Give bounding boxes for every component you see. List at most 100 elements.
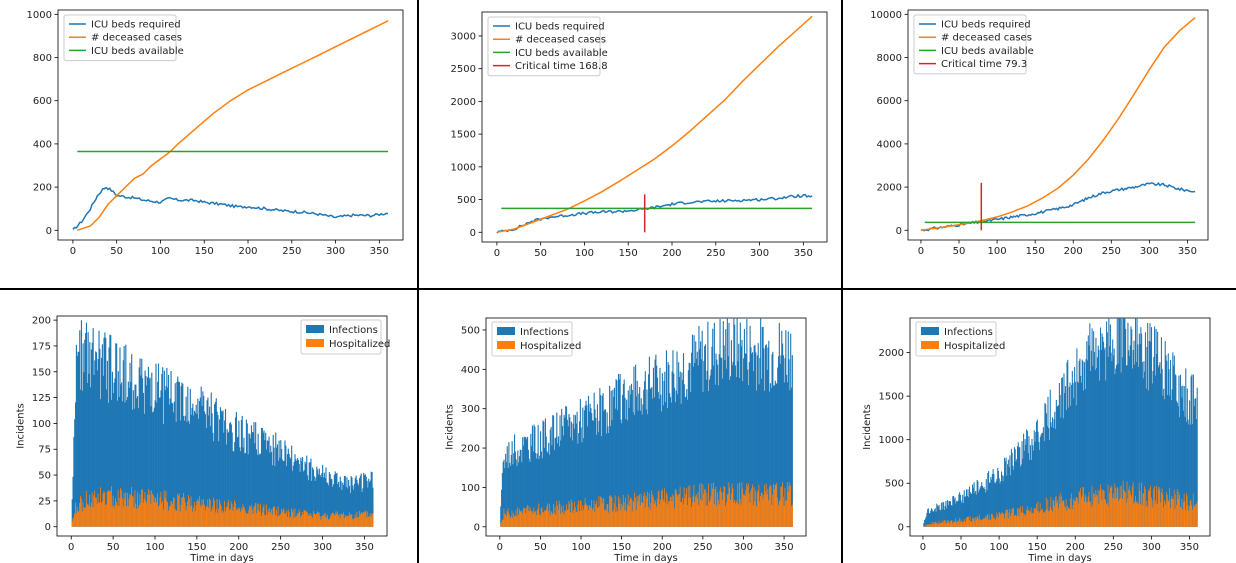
bar-hospitalized <box>1104 499 1106 527</box>
bar-hospitalized <box>1015 514 1017 527</box>
bar-hospitalized <box>85 491 88 527</box>
bar-infections <box>1007 459 1009 527</box>
bar-infections <box>994 482 996 527</box>
bar-infections <box>1080 375 1082 527</box>
bar-infections <box>327 485 330 527</box>
bar-infections <box>777 356 780 527</box>
bar-infections <box>514 451 516 527</box>
bar-infections <box>309 462 311 527</box>
bar-infections <box>635 396 637 527</box>
bar-infections <box>294 454 296 527</box>
bar-infections <box>82 343 84 527</box>
bar-hospitalized <box>1182 501 1185 527</box>
bar-infections <box>578 421 581 527</box>
bar-infections <box>314 480 316 527</box>
bar-infections <box>717 364 719 527</box>
bar-infections <box>704 344 706 527</box>
bar-infections <box>669 393 671 527</box>
bar-hospitalized <box>348 515 350 527</box>
bar-infections <box>281 448 283 527</box>
bar-hospitalized <box>98 502 100 527</box>
bar-hospitalized <box>282 509 284 527</box>
bar-infections <box>1093 331 1095 527</box>
bar-infections <box>307 480 309 527</box>
bar-infections <box>637 410 639 527</box>
bar-infections <box>965 489 968 527</box>
bar-infections <box>509 462 511 527</box>
bar-hospitalized <box>368 515 371 527</box>
bar-infections <box>705 379 707 527</box>
bar-hospitalized <box>272 507 274 527</box>
bar-infections <box>1085 358 1087 527</box>
legend-label: Hospitalized <box>329 339 390 350</box>
bar-infections <box>96 370 98 527</box>
bar-infections <box>615 379 617 527</box>
bar-infections <box>284 440 286 527</box>
bar-infections <box>650 388 652 527</box>
bar-hospitalized <box>1163 507 1165 527</box>
bar-hospitalized <box>588 505 590 527</box>
bar-hospitalized <box>106 504 108 527</box>
legend-label: # deceased cases <box>515 35 606 46</box>
bar-infections <box>1141 333 1143 527</box>
x-tick-label: 300 <box>1140 246 1159 257</box>
bar-infections <box>651 387 653 527</box>
bar-hospitalized <box>653 504 655 527</box>
bar-hospitalized <box>719 490 721 527</box>
bar-infections <box>962 502 964 527</box>
bar-hospitalized <box>1057 500 1059 527</box>
bar-infections <box>1074 366 1076 527</box>
bar-hospitalized <box>986 515 988 527</box>
bar-hospitalized <box>664 488 666 527</box>
x-tick-label: 50 <box>110 246 123 257</box>
bar-infections <box>1053 419 1055 527</box>
bar-hospitalized <box>946 519 948 527</box>
bar-infections <box>722 321 724 527</box>
bar-infections <box>176 381 178 527</box>
bar-infections <box>1040 434 1042 527</box>
bar-infections <box>1067 359 1069 527</box>
bar-hospitalized <box>302 514 304 527</box>
bar-hospitalized <box>614 495 616 527</box>
bar-hospitalized <box>702 484 704 527</box>
y-tick-label: 0 <box>45 522 51 533</box>
bar-hospitalized <box>553 512 555 527</box>
bar-hospitalized <box>316 513 318 527</box>
bar-hospitalized <box>1036 503 1038 527</box>
bar-infections <box>768 340 770 527</box>
bar-hospitalized <box>294 508 296 527</box>
bar-infections <box>153 407 155 527</box>
x-tick-label: 200 <box>1066 542 1085 553</box>
bar-infections <box>121 382 123 527</box>
bar-hospitalized <box>716 505 718 527</box>
bar-infections <box>933 509 936 527</box>
legend-swatch <box>497 341 515 349</box>
bar-hospitalized <box>1064 507 1067 527</box>
legend-label: # deceased cases <box>941 33 1032 44</box>
bar-hospitalized <box>1001 511 1003 527</box>
bar-infections <box>568 413 570 527</box>
bar-infections <box>756 390 758 527</box>
bar-hospitalized <box>665 502 667 527</box>
bar-infections <box>1083 362 1086 527</box>
bar-infections <box>1144 332 1146 527</box>
bar-hospitalized <box>671 501 673 527</box>
y-tick-label: 75 <box>38 445 51 456</box>
bar-infections <box>223 432 225 527</box>
bar-hospitalized <box>318 512 320 527</box>
bar-infections <box>735 377 737 527</box>
bar-infections <box>593 392 595 527</box>
bar-infections <box>1056 406 1058 527</box>
bar-hospitalized <box>104 492 106 527</box>
bar-hospitalized <box>727 494 729 527</box>
bar-hospitalized <box>113 507 115 527</box>
bar-hospitalized <box>171 501 173 527</box>
bar-hospitalized <box>962 522 964 527</box>
bar-infections <box>1146 346 1148 527</box>
bar-infections <box>84 339 86 527</box>
bar-hospitalized <box>1183 493 1185 527</box>
bar-hospitalized <box>307 512 309 527</box>
bar-hospitalized <box>711 483 713 527</box>
bar-infections <box>1170 400 1172 527</box>
